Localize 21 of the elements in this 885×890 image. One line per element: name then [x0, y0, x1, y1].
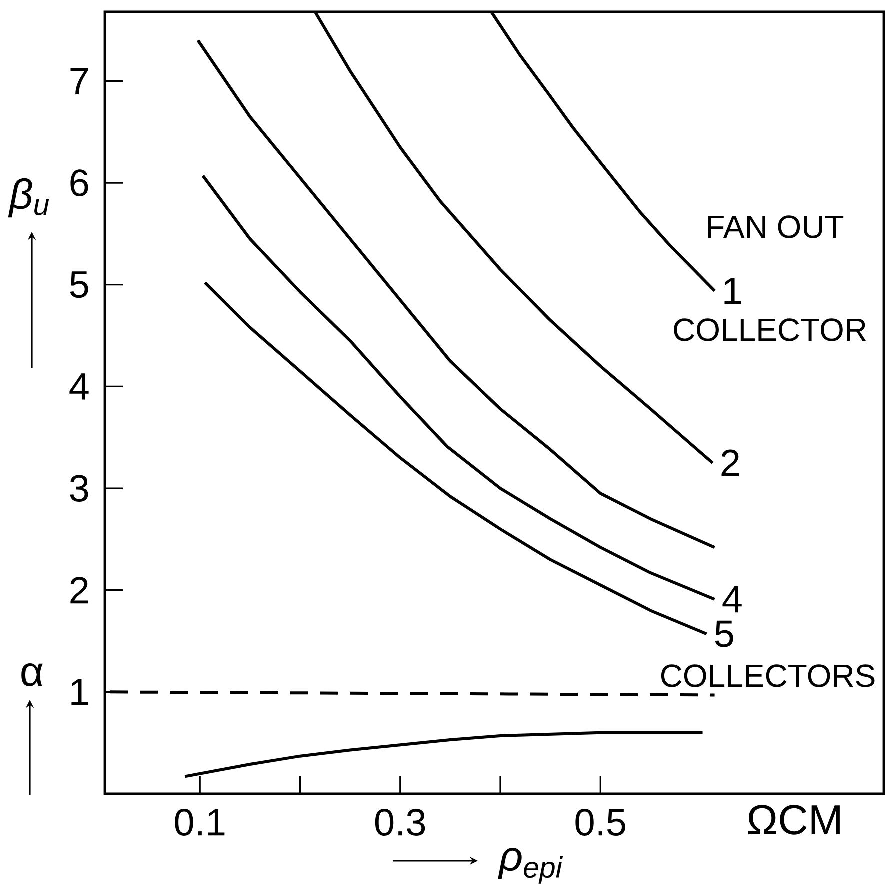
y-tick-label: 4	[70, 374, 89, 400]
text: ΩCM	[748, 805, 840, 835]
annotation: COLLECTOR	[674, 318, 866, 342]
series-label: 5	[715, 620, 734, 648]
y-tick-label: 3	[70, 475, 88, 502]
text: α	[22, 664, 43, 686]
y-axis-title: β$_{u}$	[8, 178, 50, 218]
series-label: 2	[722, 450, 740, 476]
series-label: 4	[722, 586, 742, 613]
series-label: 1	[724, 278, 742, 304]
y-tick-label: 1	[72, 679, 88, 706]
y-tick-label: 5	[70, 272, 88, 298]
y-tick-label: 6	[70, 170, 88, 197]
y-tick-label: 2	[70, 577, 88, 604]
annotation: COLLECTORS	[661, 664, 875, 688]
annotation: FAN OUT	[708, 216, 844, 238]
x-axis-title: ρ$_{epi}$	[498, 848, 563, 884]
y-tick-label: 7	[70, 68, 88, 94]
x-tick-label: 0.3	[375, 809, 426, 836]
x-tick-label: 0.5	[576, 809, 626, 836]
x-tick-label: 0.1	[175, 809, 225, 836]
